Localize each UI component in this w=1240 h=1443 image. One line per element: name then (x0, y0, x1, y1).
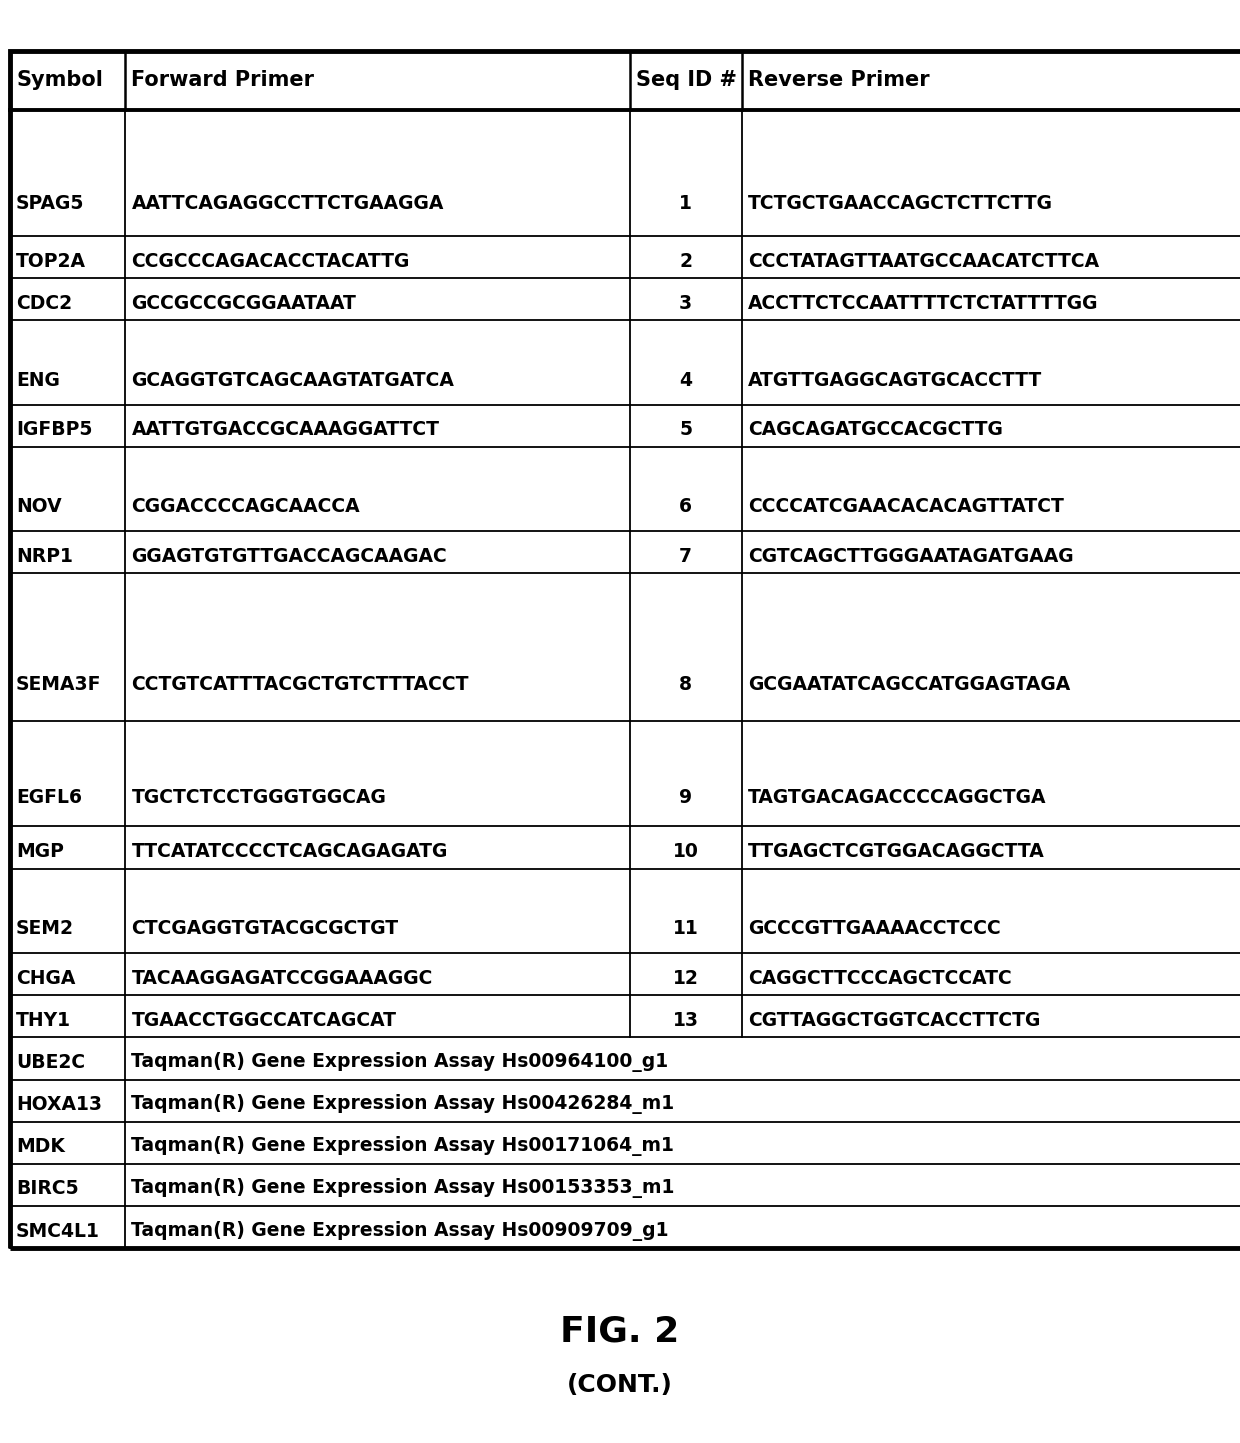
Text: GGAGTGTGTTGACCAGCAAGAC: GGAGTGTGTTGACCAGCAAGAC (131, 547, 448, 566)
Text: Symbol: Symbol (16, 71, 103, 89)
Text: CGGACCCCAGCAACCA: CGGACCCCAGCAACCA (131, 496, 360, 517)
Text: SEM2: SEM2 (16, 919, 74, 938)
Text: TCTGCTGAACCAGCTCTTCTTG: TCTGCTGAACCAGCTCTTCTTG (748, 195, 1053, 214)
Text: Forward Primer: Forward Primer (131, 71, 315, 89)
Text: (CONT.): (CONT.) (567, 1374, 673, 1397)
Text: 5: 5 (680, 420, 692, 439)
Text: TTCATATCCCCTCAGCAGAGATG: TTCATATCCCCTCAGCAGAGATG (131, 843, 448, 861)
Text: SEMA3F: SEMA3F (16, 675, 102, 694)
Text: CHGA: CHGA (16, 968, 76, 987)
Text: ENG: ENG (16, 371, 60, 390)
Text: AATTGTGACCGCAAAGGATTCT: AATTGTGACCGCAAAGGATTCT (131, 420, 439, 439)
Text: CTCGAGGTGTACGCGCTGT: CTCGAGGTGTACGCGCTGT (131, 919, 398, 938)
Text: NRP1: NRP1 (16, 547, 73, 566)
Text: TAGTGACAGACCCCAGGCTGA: TAGTGACAGACCCCAGGCTGA (748, 788, 1047, 808)
Text: SMC4L1: SMC4L1 (16, 1222, 100, 1241)
Text: EGFL6: EGFL6 (16, 788, 82, 808)
Text: Seq ID #: Seq ID # (636, 71, 737, 89)
Text: MDK: MDK (16, 1137, 64, 1156)
Text: MGP: MGP (16, 843, 64, 861)
Text: CCGCCCAGACACCTACATTG: CCGCCCAGACACCTACATTG (131, 251, 409, 271)
Text: TTGAGCTCGTGGACAGGCTTA: TTGAGCTCGTGGACAGGCTTA (748, 843, 1044, 861)
Text: CGTTAGGCTGGTCACCTTCTG: CGTTAGGCTGGTCACCTTCTG (748, 1010, 1040, 1030)
Text: Taqman(R) Gene Expression Assay Hs00153353_m1: Taqman(R) Gene Expression Assay Hs001533… (131, 1179, 675, 1199)
Text: Taqman(R) Gene Expression Assay Hs00964100_g1: Taqman(R) Gene Expression Assay Hs009641… (131, 1052, 668, 1072)
Text: 13: 13 (673, 1010, 698, 1030)
Text: TGAACCTGGCCATCAGCAT: TGAACCTGGCCATCAGCAT (131, 1010, 397, 1030)
Text: ATGTTGAGGCAGTGCACCTTT: ATGTTGAGGCAGTGCACCTTT (748, 371, 1042, 390)
Text: CAGGCTTCCCAGCTCCATC: CAGGCTTCCCAGCTCCATC (748, 968, 1012, 987)
Bar (10, 51, 1240, 1248)
Text: CGTCAGCTTGGGAATAGATGAAG: CGTCAGCTTGGGAATAGATGAAG (748, 547, 1074, 566)
Text: GCCGCCGCGGAATAAT: GCCGCCGCGGAATAAT (131, 294, 356, 313)
Text: CAGCAGATGCCACGCTTG: CAGCAGATGCCACGCTTG (748, 420, 1003, 439)
Text: UBE2C: UBE2C (16, 1053, 86, 1072)
Text: AATTCAGAGGCCTTCTGAAGGA: AATTCAGAGGCCTTCTGAAGGA (131, 195, 444, 214)
Text: 2: 2 (680, 251, 692, 271)
Text: 4: 4 (680, 371, 692, 390)
Text: 8: 8 (680, 675, 692, 694)
Text: CDC2: CDC2 (16, 294, 72, 313)
Text: 6: 6 (680, 496, 692, 517)
Text: GCAGGTGTCAGCAAGTATGATCA: GCAGGTGTCAGCAAGTATGATCA (131, 371, 454, 390)
Text: 11: 11 (673, 919, 698, 938)
Text: Taqman(R) Gene Expression Assay Hs00426284_m1: Taqman(R) Gene Expression Assay Hs004262… (131, 1094, 675, 1114)
Text: 3: 3 (680, 294, 692, 313)
Text: NOV: NOV (16, 496, 62, 517)
Text: 10: 10 (673, 843, 698, 861)
Text: BIRC5: BIRC5 (16, 1179, 79, 1199)
Text: IGFBP5: IGFBP5 (16, 420, 93, 439)
Text: SPAG5: SPAG5 (16, 195, 84, 214)
Text: ACCTTCTCCAATTTTCTCTATTTTGG: ACCTTCTCCAATTTTCTCTATTTTGG (748, 294, 1099, 313)
Text: 7: 7 (680, 547, 692, 566)
Text: GCGAATATCAGCCATGGAGTAGA: GCGAATATCAGCCATGGAGTAGA (748, 675, 1070, 694)
Text: Taqman(R) Gene Expression Assay Hs00909709_g1: Taqman(R) Gene Expression Assay Hs009097… (131, 1221, 668, 1241)
Text: TACAAGGAGATCCGGAAAGGC: TACAAGGAGATCCGGAAAGGC (131, 968, 433, 987)
Text: TGCTCTCCTGGGTGGCAG: TGCTCTCCTGGGTGGCAG (131, 788, 387, 808)
Text: 1: 1 (680, 195, 692, 214)
Text: CCCTATAGTTAATGCCAACATCTTCA: CCCTATAGTTAATGCCAACATCTTCA (748, 251, 1099, 271)
Text: CCCCATCGAACACACAGTTATCT: CCCCATCGAACACACAGTTATCT (748, 496, 1064, 517)
Text: Taqman(R) Gene Expression Assay Hs00171064_m1: Taqman(R) Gene Expression Assay Hs001710… (131, 1136, 675, 1156)
Text: HOXA13: HOXA13 (16, 1095, 102, 1114)
Text: 12: 12 (673, 968, 698, 987)
Text: CCTGTCATTTACGCTGTCTTTACCT: CCTGTCATTTACGCTGTCTTTACCT (131, 675, 469, 694)
Text: THY1: THY1 (16, 1010, 71, 1030)
Text: FIG. 2: FIG. 2 (560, 1315, 680, 1349)
Text: 9: 9 (680, 788, 692, 808)
Text: GCCCGTTGAAAACCTCCC: GCCCGTTGAAAACCTCCC (748, 919, 1001, 938)
Text: Reverse Primer: Reverse Primer (748, 71, 929, 89)
Text: TOP2A: TOP2A (16, 251, 86, 271)
